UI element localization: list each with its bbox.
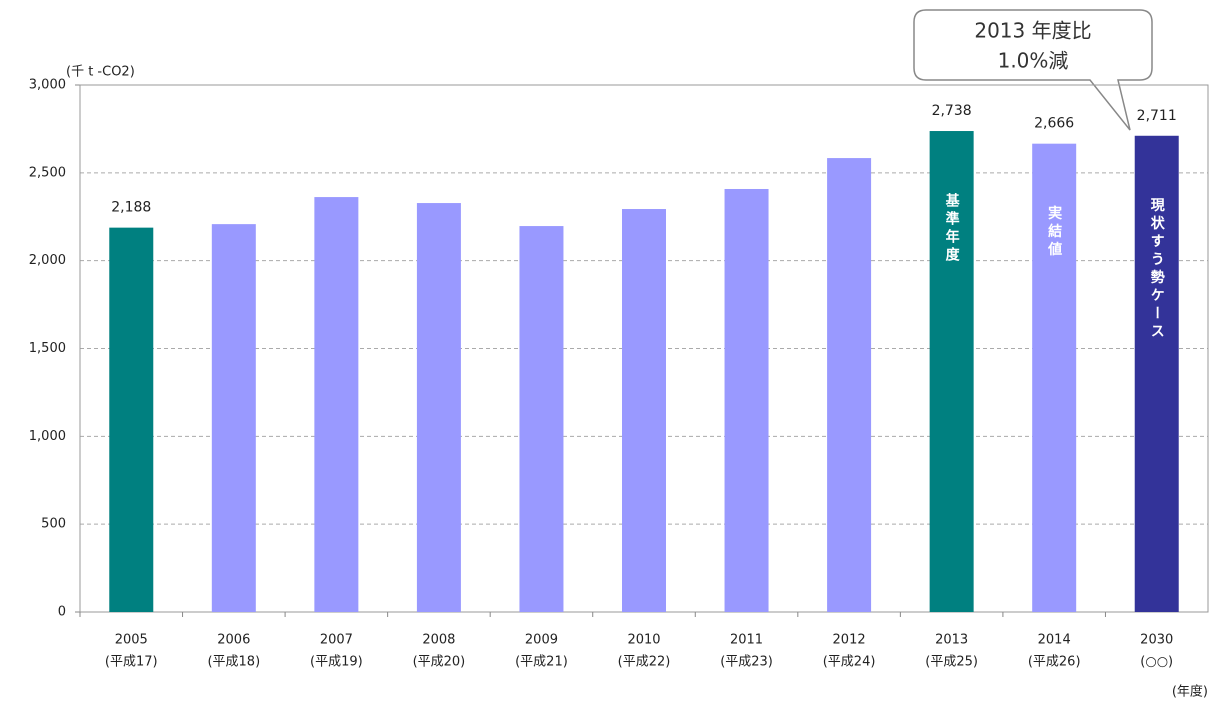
bar bbox=[109, 227, 154, 612]
x-tick-sublabel: (平成17) bbox=[105, 655, 158, 670]
value-label: 2,711 bbox=[1137, 108, 1177, 124]
x-tick-sublabel: (○○) bbox=[1140, 655, 1173, 670]
bar bbox=[622, 209, 666, 612]
x-tick-sublabel: (平成22) bbox=[618, 655, 671, 670]
bar bbox=[1134, 135, 1179, 612]
callout-text: 1.0%減 bbox=[998, 49, 1069, 73]
bar bbox=[416, 203, 461, 612]
x-unit: (年度) bbox=[1172, 684, 1208, 700]
value-label: 2,666 bbox=[1034, 116, 1074, 132]
x-tick-sublabel: (平成18) bbox=[207, 655, 260, 670]
bar bbox=[929, 131, 974, 613]
bar bbox=[724, 188, 769, 612]
callout-box bbox=[913, 9, 1153, 131]
value-label: 2,188 bbox=[111, 200, 151, 216]
y-tick-label: 0 bbox=[58, 605, 66, 620]
y-tick-label: 2,500 bbox=[29, 165, 66, 180]
bar bbox=[1032, 143, 1077, 612]
x-tick-sublabel: (平成19) bbox=[310, 655, 363, 670]
y-tick-label: 500 bbox=[41, 517, 66, 532]
y-tick-label: 3,000 bbox=[29, 78, 66, 93]
x-tick-label: 2012 bbox=[833, 633, 866, 648]
y-tick-label: 2,000 bbox=[29, 253, 66, 268]
y-unit: (千 t -CO2) bbox=[66, 65, 135, 80]
x-tick-sublabel: (平成20) bbox=[413, 655, 466, 670]
callout-text: 2013 年度比 bbox=[974, 19, 1091, 43]
x-tick-label: 2005 bbox=[115, 633, 148, 648]
bar-text: 実結値 bbox=[1046, 205, 1063, 260]
x-tick-sublabel: (平成24) bbox=[823, 655, 876, 670]
x-tick-label: 2011 bbox=[730, 633, 763, 648]
x-tick-label: 2007 bbox=[320, 633, 353, 648]
x-tick-sublabel: (平成25) bbox=[925, 655, 978, 670]
bar-text: 現状すう勢ケース bbox=[1149, 198, 1165, 342]
x-tick-label: 2014 bbox=[1038, 633, 1071, 648]
x-tick-label: 2008 bbox=[422, 633, 455, 648]
x-tick-label: 2030 bbox=[1140, 633, 1173, 648]
x-tick-label: 2009 bbox=[525, 633, 558, 648]
y-tick-label: 1,000 bbox=[29, 429, 66, 444]
bar bbox=[211, 224, 256, 613]
y-tick-label: 1,500 bbox=[29, 341, 66, 356]
bar bbox=[827, 158, 872, 612]
x-tick-sublabel: (平成26) bbox=[1028, 655, 1081, 670]
x-tick-label: 2013 bbox=[935, 633, 968, 648]
x-tick-sublabel: (平成23) bbox=[720, 655, 773, 670]
x-tick-label: 2010 bbox=[627, 633, 660, 648]
x-tick-label: 2006 bbox=[217, 633, 250, 648]
bar bbox=[519, 226, 564, 612]
bar-text: 基準年度 bbox=[944, 192, 960, 265]
x-tick-sublabel: (平成21) bbox=[515, 655, 568, 670]
bar bbox=[314, 197, 359, 613]
value-label: 2,738 bbox=[932, 103, 972, 119]
